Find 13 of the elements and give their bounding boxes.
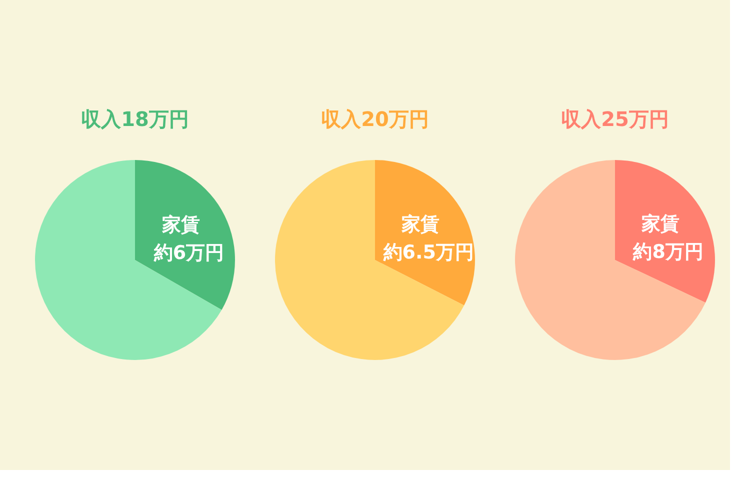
chart-title: 収入20万円 <box>321 107 429 131</box>
pie-slice <box>35 160 222 360</box>
data-label: 約8万円 <box>632 240 704 263</box>
data-label: 約6万円 <box>152 242 224 264</box>
pie-slice <box>615 160 715 303</box>
slice-label: 家賃 <box>400 213 440 236</box>
chart-title: 収入18万円 <box>81 107 189 131</box>
pie-slice <box>135 160 235 310</box>
slice-label: 家賃 <box>640 212 680 235</box>
data-label: 約6.5万円 <box>382 241 474 264</box>
chart-title: 収入25万円 <box>561 107 669 131</box>
pie-slice <box>515 160 706 360</box>
slice-label: 家賃 <box>160 214 200 236</box>
